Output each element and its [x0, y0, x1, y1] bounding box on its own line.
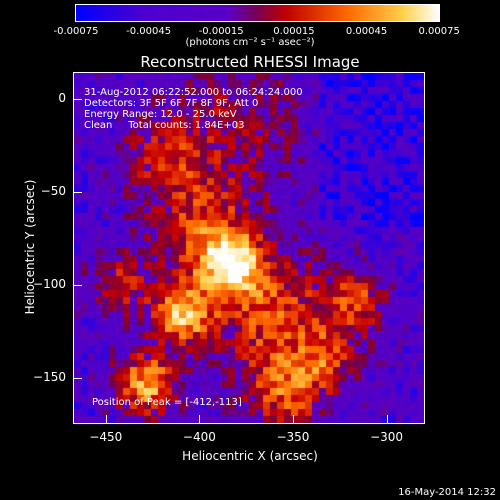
y-tick-label: −150 — [33, 370, 66, 385]
colorbar-tick-label: 0.00045 — [345, 26, 388, 37]
info-time-range: 31-Aug-2012 06:22:52.000 to 06:24:24.000 — [84, 87, 303, 98]
image-plot: 31-Aug-2012 06:22:52.000 to 06:24:24.000… — [73, 72, 425, 424]
colorbar-tick-label: -0.00045 — [126, 26, 172, 37]
x-tick-mark — [199, 415, 201, 423]
y-tick-mark — [74, 285, 82, 287]
info-detectors: Detectors: 3F 5F 6F 7F 8F 9F, Att 0 — [84, 98, 259, 109]
colorbar-tick-label: -0.00015 — [198, 26, 244, 37]
plot-date-stamp: 16-May-2014 12:32 — [398, 487, 496, 498]
colorbar-tick-label: 0.00075 — [418, 26, 460, 37]
y-tick-mark — [74, 99, 82, 101]
x-axis-label: Heliocentric X (arcsec) — [182, 449, 318, 463]
x-tick-label: −450 — [89, 430, 123, 444]
colorbar-tick-label: -0.00075 — [53, 26, 99, 37]
colorbar-gradient — [76, 5, 439, 21]
x-tick-mark — [386, 415, 388, 423]
colorbar-tick-label: 0.00015 — [273, 26, 315, 37]
y-tick-label: −100 — [33, 277, 66, 292]
y-tick-mark — [74, 192, 82, 194]
image-title: Reconstructed RHESSI Image — [140, 53, 360, 71]
colorbar — [75, 4, 440, 22]
y-axis-label: Heliocentric Y (arcsec) — [23, 179, 37, 315]
x-tick-label: −300 — [370, 430, 404, 444]
colorbar-ticks: -0.00075 -0.00045 -0.00015 0.00015 0.00045 0.… — [0, 0, 500, 40]
x-tick-mark — [105, 415, 107, 423]
peak-position: Position of Peak = [-412,-113] — [92, 397, 242, 408]
y-tick-label: 0 — [58, 91, 66, 106]
info-energy-range: Energy Range: 12.0 - 25.0 keV — [84, 109, 237, 120]
x-tick-mark — [292, 415, 294, 423]
colorbar-units: (photons cm⁻² s⁻¹ asec⁻²) — [185, 37, 315, 48]
y-tick-mark — [74, 378, 82, 380]
x-tick-label: −400 — [182, 430, 216, 444]
y-tick-label: −50 — [40, 184, 66, 199]
reconstructed-image — [74, 73, 424, 423]
info-clean-counts: Clean Total counts: 1.84E+03 — [84, 120, 245, 131]
x-tick-label: −350 — [276, 430, 310, 444]
